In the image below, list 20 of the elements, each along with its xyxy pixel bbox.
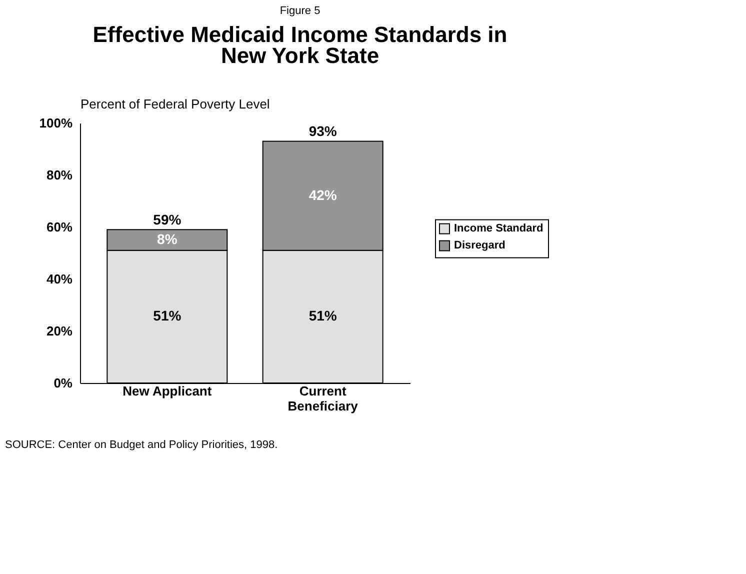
y-tick-label: 80%	[46, 168, 73, 182]
y-tick-label: 60%	[46, 220, 73, 234]
legend-label: Disregard	[454, 240, 506, 252]
y-tick-label: 0%	[54, 376, 73, 390]
source-note: SOURCE: Center on Budget and Policy Priorities, 1998.	[5, 439, 278, 451]
total-label: 59%	[153, 212, 182, 228]
y-tick-label: 40%	[46, 272, 73, 286]
chart-title: Effective Medicaid Income Standards in New York State	[92, 22, 508, 68]
data-label: 42%	[308, 186, 338, 203]
chart-subtitle: Figure 5	[280, 5, 320, 17]
y-axis-title: Percent of Federal Poverty Level	[80, 96, 270, 112]
data-label: 51%	[153, 308, 182, 324]
total-label: 93%	[308, 123, 338, 140]
x-tick-label: Current Beneficiary	[288, 384, 359, 414]
data-label: 8%	[157, 231, 178, 247]
y-tick-label: 20%	[46, 324, 73, 338]
x-tick-label: New Applicant	[122, 384, 212, 398]
legend-label: Income Standard	[454, 222, 544, 235]
data-label: 51%	[308, 308, 338, 324]
y-tick-label: 100%	[39, 116, 73, 130]
